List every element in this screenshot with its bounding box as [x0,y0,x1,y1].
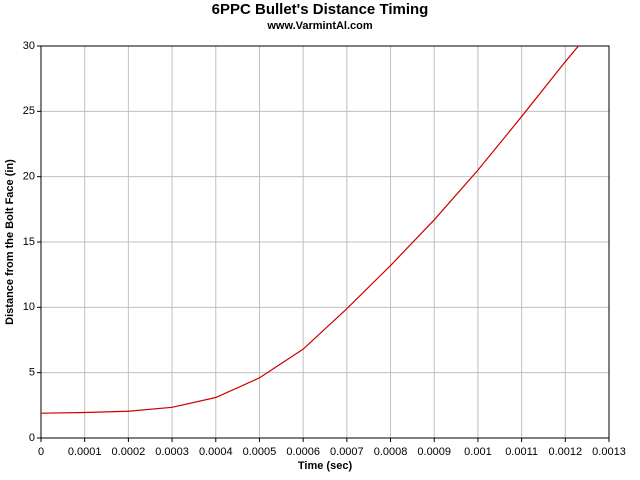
y-tick-label: 0 [29,432,35,444]
y-tick-label: 20 [23,171,35,183]
y-tick-label: 30 [23,40,35,52]
y-axis-label: Distance from the Bolt Face (in) [4,159,16,325]
x-tick-label: 0.0012 [548,446,582,458]
x-axis-label: Time (sec) [298,460,353,472]
x-tick-label: 0.0003 [155,446,189,458]
chart-title: 6PPC Bullet's Distance Timing [212,1,429,18]
x-tick-label: 0.0002 [112,446,146,458]
x-tick-label: 0.0007 [330,446,364,458]
y-tick-label: 5 [29,367,35,379]
x-tick-label: 0.0004 [199,446,233,458]
x-tick-label: 0.0008 [374,446,408,458]
y-tick-label: 15 [23,236,35,248]
y-tick-label: 10 [23,301,35,313]
x-tick-label: 0.0005 [243,446,277,458]
x-tick-label: 0.0011 [505,446,538,458]
chart-subtitle: www.VarmintAl.com [266,20,373,32]
x-tick-label: 0.0013 [592,446,626,458]
x-tick-label: 0 [38,446,44,458]
plot-border [40,45,610,439]
x-tick-label: 0.0001 [68,446,102,458]
x-tick-label: 0.001 [464,446,492,458]
x-tick-label: 0.0009 [417,446,451,458]
data-line [40,45,579,414]
x-tick-label: 0.0006 [286,446,320,458]
y-tick-label: 25 [23,105,35,117]
